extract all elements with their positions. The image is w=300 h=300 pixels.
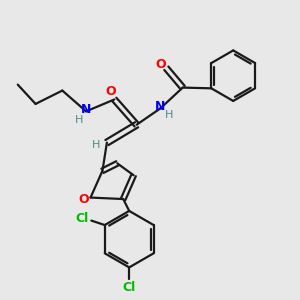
Text: O: O [79, 193, 89, 206]
Text: H: H [165, 110, 173, 120]
Text: Cl: Cl [123, 281, 136, 294]
Text: N: N [154, 100, 165, 113]
Text: Cl: Cl [76, 212, 89, 225]
Text: H: H [92, 140, 100, 150]
Text: N: N [81, 103, 91, 116]
Text: H: H [75, 115, 84, 125]
Text: O: O [106, 85, 116, 98]
Text: O: O [156, 58, 166, 71]
